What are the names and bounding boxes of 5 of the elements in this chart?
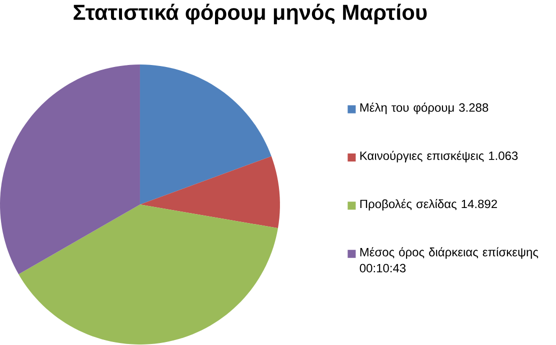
legend-label: Καινούργιες επισκέψεις 1.063: [360, 151, 518, 163]
legend-label: Μέσος όρος διάρκειας επίσκεψης 00:10:43: [360, 247, 538, 273]
legend-label: Προβολές σελίδας 14.892: [360, 199, 497, 211]
chart-title: Στατιστικά φόρουμ μηνός Μαρτίου: [74, 4, 427, 25]
legend-label: Μέλη του φόρουμ 3.288: [360, 102, 488, 114]
